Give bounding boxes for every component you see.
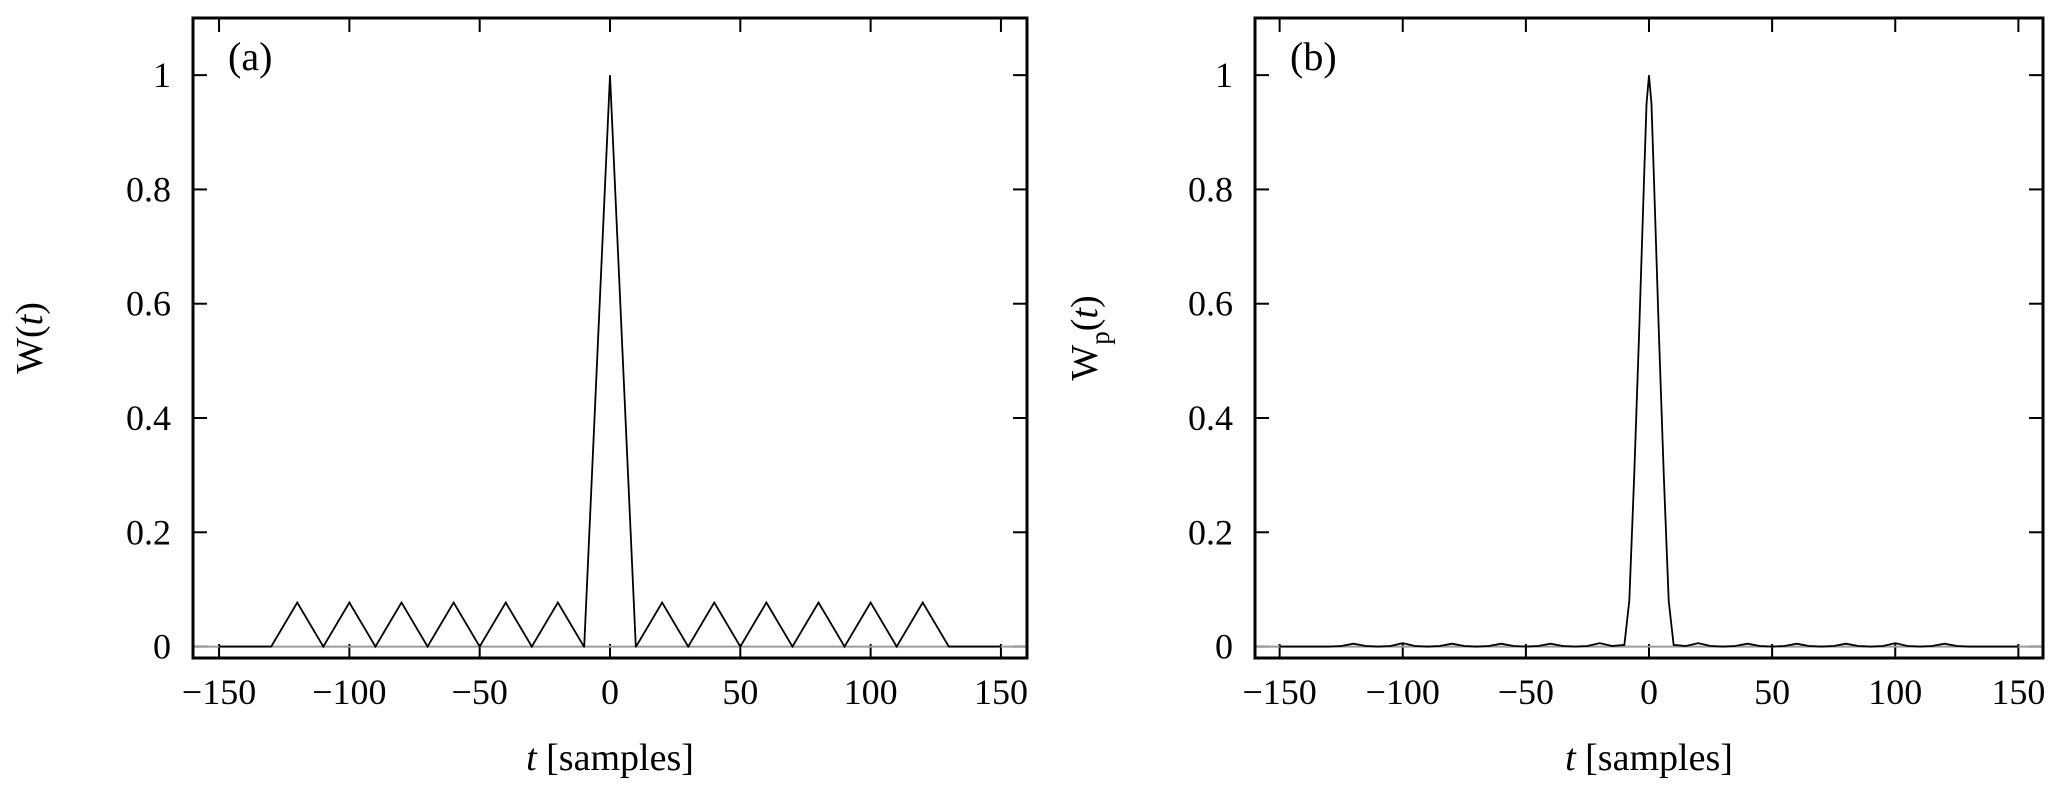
panel-a-y-tick-label: 0.2 bbox=[126, 512, 171, 552]
panel-a-y-tick-label: 1 bbox=[153, 55, 171, 95]
panel-b-series-line bbox=[1279, 75, 2019, 648]
panel-a-y-axis-close: ) bbox=[9, 302, 51, 315]
panel-b-y-axis-label: Wp(t) bbox=[1064, 295, 1115, 380]
panel-a: −150 −100 −50 0 50 100 150 0 0.2 0.4 0.6 0.8 1 (a) t… bbox=[9, 16, 1029, 779]
panel-a-x-tick-label: 150 bbox=[974, 672, 1028, 712]
panel-b: −150 −100 −50 0 50 100 150 0 0.2 0.4 0.6 0.8 1 (b) t… bbox=[1064, 16, 2045, 779]
panel-a-y-axis-var: t bbox=[9, 313, 51, 325]
panel-b-y-tick-label: 0.4 bbox=[1188, 398, 1233, 438]
panel-a-x-tick-label: 100 bbox=[844, 672, 898, 712]
panel-b-x-tick-label: −150 bbox=[1242, 672, 1316, 712]
panel-a-ticks bbox=[193, 18, 1027, 658]
panel-a-series-line bbox=[219, 75, 1001, 649]
panel-a-y-tick-label: 0 bbox=[153, 627, 171, 667]
panel-a-x-tick-label: −100 bbox=[312, 672, 386, 712]
panel-b-x-axis-unit: [samples] bbox=[1576, 737, 1733, 779]
panel-b-y-axis-base: W bbox=[1064, 345, 1106, 381]
panel-b-y-tick-label: 0 bbox=[1215, 627, 1233, 667]
panel-b-x-tick-label: 150 bbox=[1991, 672, 2045, 712]
panel-b-x-tick-label: 0 bbox=[1640, 672, 1658, 712]
panel-b-plot-frame bbox=[1253, 16, 2045, 660]
panel-b-ticks bbox=[1255, 18, 2043, 658]
panel-b-y-axis-close: ) bbox=[1064, 295, 1106, 308]
panel-b-y-axis-open: ( bbox=[1064, 319, 1106, 332]
panel-a-x-tick-label: −50 bbox=[452, 672, 508, 712]
panel-b-y-tick-label: 0.2 bbox=[1188, 512, 1233, 552]
panel-b-x-axis-var: t bbox=[1565, 737, 1577, 779]
panel-b-x-axis-label: t [samples] bbox=[1565, 737, 1733, 779]
panel-b-tick-labels: −150 −100 −50 0 50 100 150 0 0.2 0.4 0.6 0.8 1 bbox=[1188, 55, 2045, 712]
panel-b-y-axis-var: t bbox=[1064, 307, 1106, 319]
panel-b-y-tick-label: 1 bbox=[1215, 55, 1233, 95]
panel-b-x-tick-label: 100 bbox=[1868, 672, 1922, 712]
panel-b-y-axis-subscript: p bbox=[1085, 331, 1115, 345]
panel-a-tick-labels: −150 −100 −50 0 50 100 150 0 0.2 0.4 0.6 0.8 1 bbox=[126, 55, 1028, 712]
panel-a-label: (a) bbox=[228, 34, 272, 79]
panel-b-label: (b) bbox=[1290, 34, 1337, 79]
panel-a-x-tick-label: −150 bbox=[182, 672, 256, 712]
panel-a-y-tick-label: 0.8 bbox=[126, 169, 171, 209]
panel-b-x-tick-label: 50 bbox=[1754, 672, 1790, 712]
panel-a-y-tick-label: 0.4 bbox=[126, 398, 171, 438]
panel-a-x-tick-label: 50 bbox=[722, 672, 758, 712]
panel-a-x-axis-label: t [samples] bbox=[526, 737, 694, 779]
panel-a-x-tick-label: 0 bbox=[601, 672, 619, 712]
panel-a-y-axis-label: W(t) bbox=[9, 302, 51, 374]
panel-a-y-tick-label: 0.6 bbox=[126, 284, 171, 324]
panel-a-x-axis-unit: [samples] bbox=[537, 737, 694, 779]
panel-b-x-tick-label: −50 bbox=[1498, 672, 1554, 712]
panel-a-x-axis-var: t bbox=[526, 737, 538, 779]
panel-b-x-tick-label: −100 bbox=[1366, 672, 1440, 712]
panel-a-plot-frame bbox=[191, 16, 1029, 660]
panel-b-y-tick-label: 0.8 bbox=[1188, 169, 1233, 209]
panel-a-y-axis-base: W( bbox=[9, 325, 51, 374]
panel-b-y-tick-label: 0.6 bbox=[1188, 284, 1233, 324]
